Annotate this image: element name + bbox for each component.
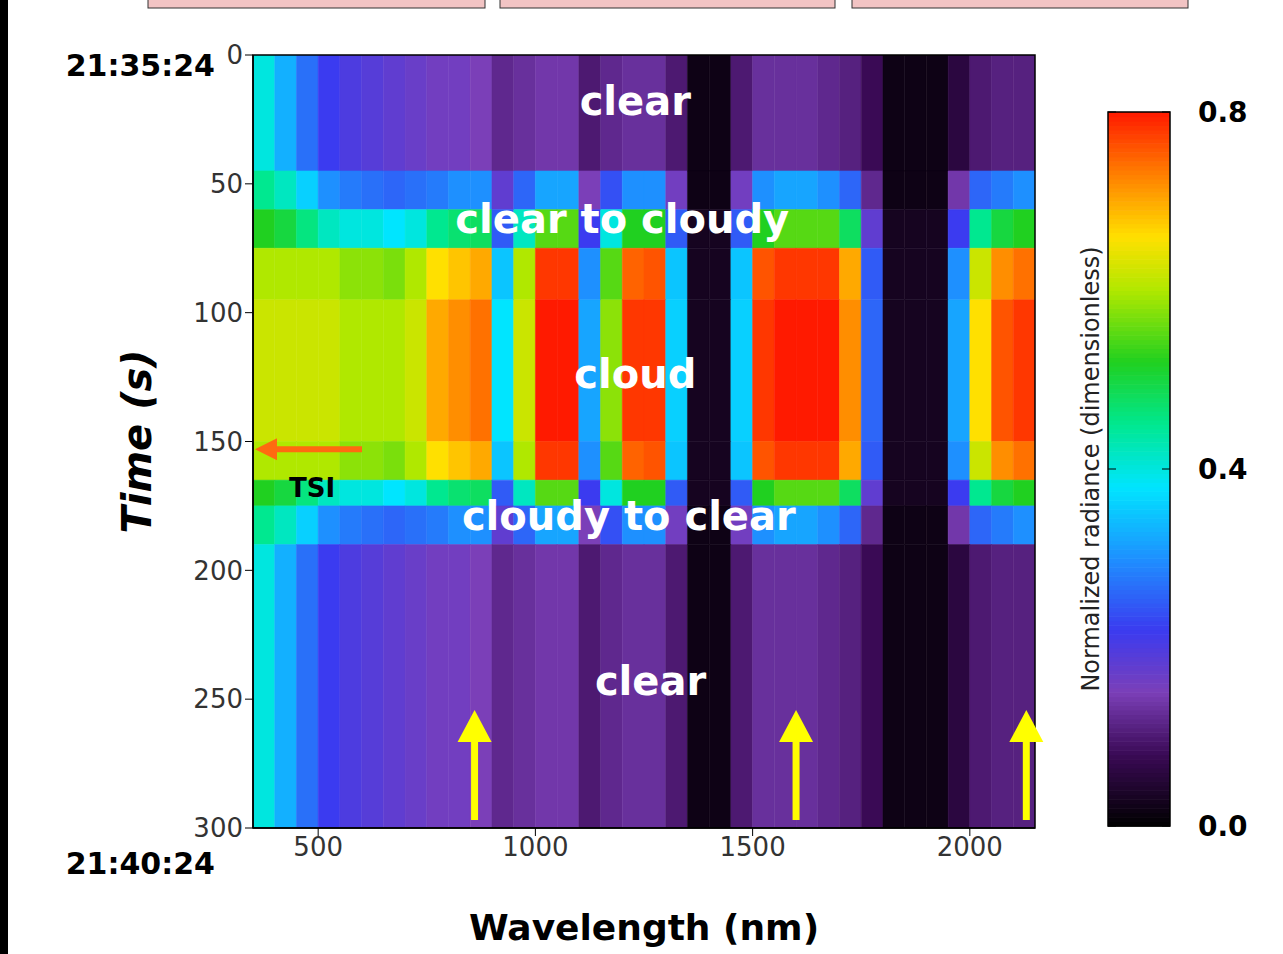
svg-text:100: 100 bbox=[193, 298, 243, 328]
svg-text:2000: 2000 bbox=[937, 832, 1003, 862]
svg-text:500: 500 bbox=[293, 832, 343, 862]
svg-text:Normalized radiance (dimension: Normalized radiance (dimensionless) bbox=[1077, 246, 1105, 691]
svg-text:21:40:24: 21:40:24 bbox=[66, 846, 215, 881]
svg-text:1500: 1500 bbox=[720, 832, 786, 862]
svg-text:50: 50 bbox=[210, 169, 243, 199]
svg-text:Wavelength (nm): Wavelength (nm) bbox=[469, 907, 819, 948]
svg-text:clear: clear bbox=[595, 658, 707, 704]
svg-text:0.8: 0.8 bbox=[1198, 96, 1248, 129]
svg-text:21:35:24: 21:35:24 bbox=[66, 48, 215, 83]
svg-text:200: 200 bbox=[193, 556, 243, 586]
svg-text:cloud: cloud bbox=[574, 351, 696, 397]
svg-text:150: 150 bbox=[193, 427, 243, 457]
svg-text:cloudy to clear: cloudy to clear bbox=[462, 493, 796, 539]
svg-text:0.0: 0.0 bbox=[1198, 810, 1248, 843]
svg-text:1000: 1000 bbox=[502, 832, 568, 862]
svg-text:300: 300 bbox=[193, 813, 243, 843]
svg-text:clear to cloudy: clear to cloudy bbox=[455, 196, 789, 242]
svg-text:0: 0 bbox=[226, 40, 243, 70]
svg-text:250: 250 bbox=[193, 684, 243, 714]
svg-text:0.4: 0.4 bbox=[1198, 453, 1248, 486]
svg-text:clear: clear bbox=[580, 78, 692, 124]
svg-text:Time (s): Time (s) bbox=[114, 349, 160, 533]
svg-text:TSI: TSI bbox=[289, 473, 335, 503]
